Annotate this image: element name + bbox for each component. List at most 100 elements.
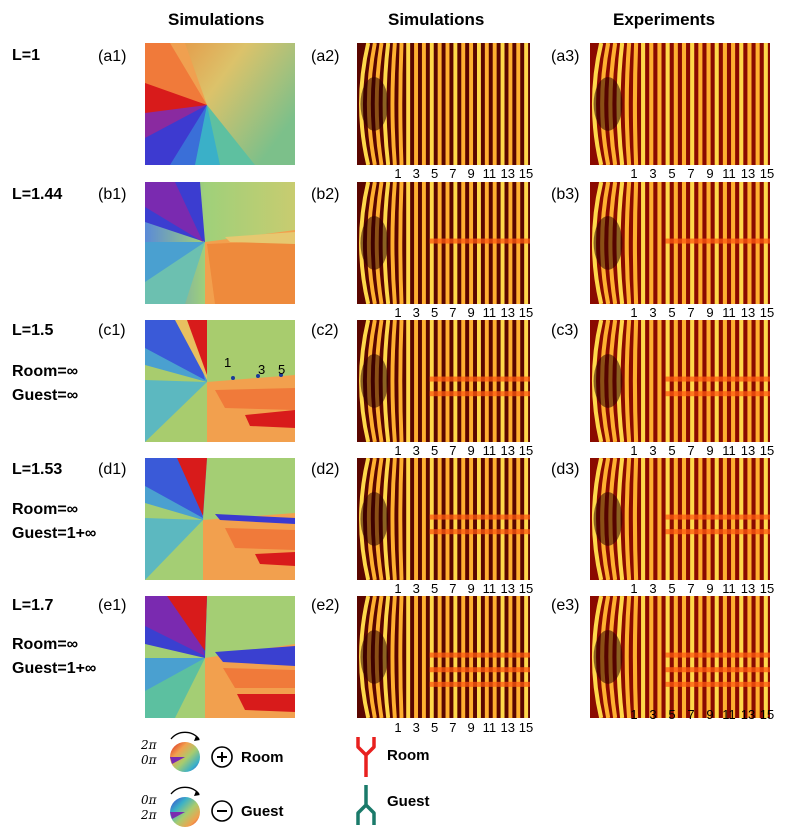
fringe-tick-label: 3 (649, 166, 657, 181)
panel-label-c1: (c1) (98, 322, 126, 339)
ticks-b2: 1 3 5 7 9 11 13 15 (392, 305, 533, 320)
fringe-tick-label: 13 (500, 581, 515, 596)
guest-wheel-top-label: 0π (141, 793, 157, 807)
ticks-c3: 1 3 5 7 9 11 13 15 (628, 443, 775, 458)
panel-label-c2: (c2) (311, 322, 339, 339)
room-wheel-bottom-label: 0π (141, 753, 157, 767)
fringe-tick-label: 5 (668, 581, 676, 596)
phase-map-e1 (145, 596, 295, 718)
fringe-pattern-e2 (357, 596, 530, 718)
fringe-tick-label: 15 (759, 166, 775, 181)
fringe-tick-label: 15 (759, 707, 775, 722)
phase-map-b1 (145, 182, 295, 304)
fringe-line (624, 458, 632, 580)
fringe-tick-label: 13 (500, 720, 515, 735)
fringe-line (632, 182, 639, 304)
fringe-pattern-c2 (357, 320, 530, 442)
fringe-tick-label: 7 (449, 443, 457, 458)
fringe-line (390, 458, 397, 580)
ticks-e2: 1 3 5 7 9 11 13 15 (392, 720, 534, 735)
dislocation-band (429, 667, 530, 673)
fringe-tick-label: 7 (687, 166, 695, 181)
fringe-line (398, 43, 404, 165)
dislocation-band (665, 376, 770, 382)
fringe-tick-label: 7 (449, 720, 457, 735)
fringe-tick-label: 9 (467, 720, 475, 735)
fringe-tick-label: 7 (687, 581, 695, 596)
panel-label-a3: (a3) (551, 48, 580, 65)
dislocation-band (429, 238, 530, 244)
room-order-c: Room=∞ (12, 363, 79, 380)
minus-sign-icon (211, 800, 233, 822)
column-header-experiments: Experiments (613, 10, 716, 29)
fringe-tick-label: 15 (518, 166, 534, 181)
dislocation-band (429, 376, 530, 382)
panel-label-d1: (d1) (98, 461, 127, 478)
fringe-pattern-c3 (590, 320, 770, 442)
fringe-tick-label: 11 (482, 720, 497, 735)
fringe-tick-label: 1 (394, 305, 402, 320)
fringe-line (632, 320, 639, 442)
fringe-tick-label: 1 (630, 443, 638, 458)
fringe-tick-label: 11 (722, 581, 736, 596)
fringe-tick-label: 3 (412, 305, 420, 320)
panel-label-d2: (d2) (311, 461, 340, 478)
vortex-core (360, 492, 389, 546)
ticks-e3: 1 3 5 7 9 11 13 15 (628, 707, 775, 722)
fringe-tick-label: 15 (759, 443, 775, 458)
guest-fork-label: Guest (387, 793, 430, 810)
guest-phase-wheel-icon (170, 786, 200, 827)
row-label-d: L=1.53 (12, 461, 63, 478)
panel-label-a1: (a1) (98, 48, 127, 65)
vortex-core (360, 354, 389, 408)
phase-map-d1 (145, 458, 295, 580)
fringe-tick-label: 11 (482, 166, 497, 181)
fringe-tick-label: 5 (668, 443, 676, 458)
ticks-a3: 1 3 5 7 9 11 13 15 (628, 166, 775, 181)
fringe-tick-label: 13 (740, 305, 756, 320)
fringe-tick-label: 9 (467, 443, 475, 458)
fringe-tick-label: 1 (394, 720, 402, 735)
dislocation-band (665, 391, 770, 397)
guest-order-c: Guest=∞ (12, 387, 79, 404)
panel-label-a2: (a2) (311, 48, 340, 65)
vortex-core (593, 630, 623, 684)
fringe-tick-label: 9 (706, 581, 714, 596)
dislocation-band (665, 652, 770, 658)
fringe-line (632, 458, 639, 580)
plus-sign-icon (211, 746, 233, 768)
room-wheel-top-label: 2π (141, 738, 157, 752)
fringe-tick-label: 7 (687, 443, 695, 458)
row-label-a: L=1 (12, 47, 41, 64)
fringe-tick-label: 7 (687, 305, 695, 320)
fringe-tick-label: 15 (518, 720, 534, 735)
ticks-d3: 1 3 5 7 9 11 13 15 (628, 581, 775, 596)
fringe-tick-label: 11 (482, 581, 497, 596)
fringe-tick-label: 1 (630, 581, 638, 596)
fringe-tick-label: 1 (630, 305, 638, 320)
fringe-tick-label: 11 (482, 443, 497, 458)
fringe-tick-label: 15 (518, 581, 534, 596)
guest-fork-icon (356, 785, 376, 825)
fringe-tick-label: 9 (706, 707, 714, 722)
fringe-tick-label: 3 (412, 443, 420, 458)
fringe-line (390, 182, 397, 304)
row-label-e: L=1.7 (12, 597, 54, 614)
fringe-tick-label: 13 (740, 166, 756, 181)
dislocation-band (429, 681, 530, 687)
fringe-tick-label: 9 (706, 443, 714, 458)
fringe-tick-label: 7 (449, 581, 457, 596)
fringe-tick-label: 15 (759, 305, 775, 320)
fringe-tick-label: 15 (759, 581, 775, 596)
fringe-tick-label: 11 (722, 305, 736, 320)
panel-label-e1: (e1) (98, 597, 127, 614)
fringe-line (390, 320, 397, 442)
phase-map-c1 (145, 320, 295, 442)
dislocation-band (665, 514, 770, 520)
panel-label-e3: (e3) (551, 597, 580, 614)
fringe-tick-label: 1 (630, 707, 638, 722)
dislocation-label-5: 5 (278, 362, 286, 377)
phase-map-a1 (145, 43, 295, 165)
room-fork-icon (356, 737, 376, 777)
panel-label-b2: (b2) (311, 186, 340, 203)
